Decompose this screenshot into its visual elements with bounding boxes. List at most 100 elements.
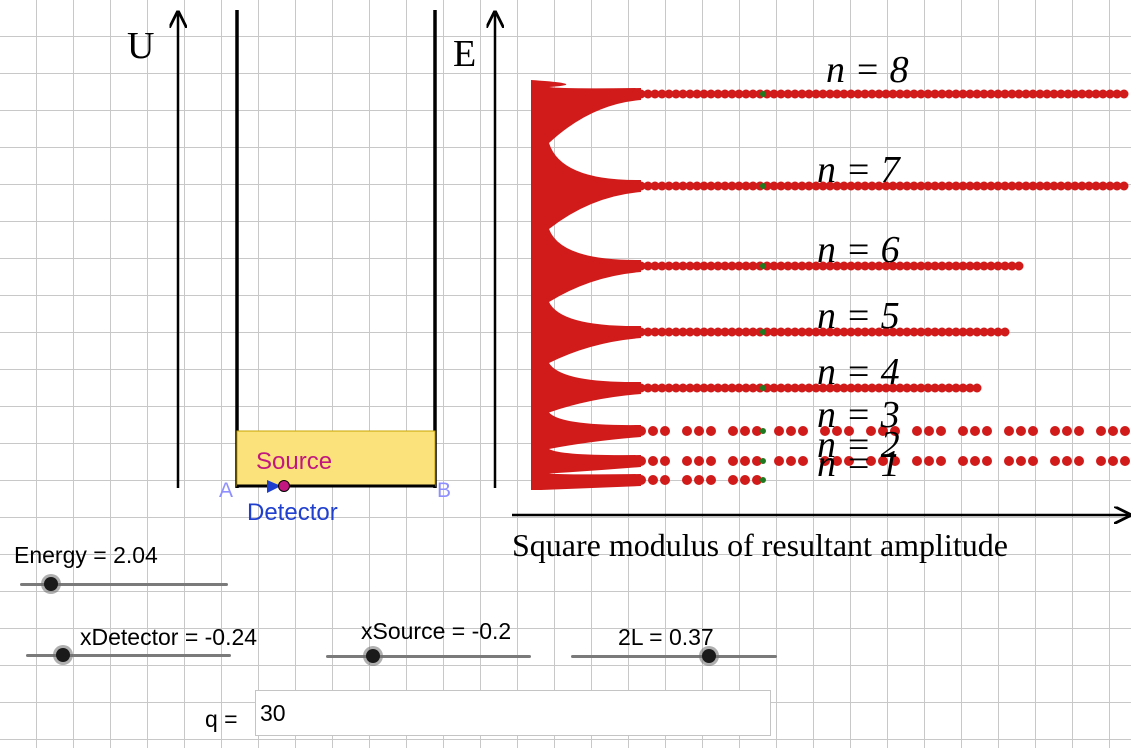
xdetector-slider-track[interactable] [26,654,231,657]
level-point [909,383,919,393]
level-point [944,327,954,337]
level-point [818,89,828,99]
level-point [839,261,849,271]
level-point [692,327,702,337]
level-point [930,261,940,271]
level-point [671,261,681,271]
level-point [895,383,905,393]
level-point [1096,426,1106,436]
point-b-label: B [437,479,451,502]
level-point [728,475,738,485]
level-point [944,181,954,191]
level-point [846,383,856,393]
level-point [993,89,1003,99]
level-point [860,327,870,337]
level-point [643,261,653,271]
xsource-slider-knob[interactable] [366,649,381,663]
level-point [1042,89,1052,99]
level-point [740,475,750,485]
two-l-slider-knob[interactable] [702,649,717,663]
level-point [678,89,688,99]
level-point [993,261,1003,271]
level-point [844,426,854,436]
level-point [1007,89,1017,99]
level-point [752,426,762,436]
level-point [986,181,996,191]
level-point [682,475,692,485]
level-point [916,89,926,99]
level-point [874,261,884,271]
level-point [636,456,646,466]
q-input[interactable] [255,690,771,736]
level-point [678,383,688,393]
level-point [866,456,876,466]
level-point [769,89,779,99]
level-point [902,261,912,271]
level-point [657,383,667,393]
level-point [692,89,702,99]
level-point [930,327,940,337]
level-point [1021,181,1031,191]
level-point [671,327,681,337]
level-point [727,327,737,337]
level-point [916,327,926,337]
level-point [923,327,933,337]
level-point [685,383,695,393]
level-point [936,456,946,466]
level-point [982,426,992,436]
energy-slider-knob[interactable] [44,577,59,591]
two-l-slider[interactable] [571,649,777,665]
level-point [937,327,947,337]
source-point[interactable] [278,480,290,492]
energy-slider[interactable] [20,577,228,593]
level-point [923,89,933,99]
level-point [1119,89,1129,99]
level-point [790,383,800,393]
level-point [727,261,737,271]
level-point [1084,89,1094,99]
level-point [797,181,807,191]
level-point [776,383,786,393]
level-point [741,383,751,393]
level-point [727,89,737,99]
level-point [790,261,800,271]
detector-point[interactable] [267,480,281,493]
level-point [720,261,730,271]
level-point [636,426,646,436]
level-point [804,383,814,393]
xsource-slider-track[interactable] [326,655,531,658]
level-point [671,89,681,99]
energy-slider-track[interactable] [20,583,228,586]
xsource-slider[interactable] [326,649,531,665]
level-point [895,89,905,99]
two-l-slider-track[interactable] [571,655,777,658]
level-point [924,456,934,466]
level-point [916,181,926,191]
level-point [930,89,940,99]
level-point [734,327,744,337]
amplitude-axis-label: Square modulus of resultant amplitude [512,527,1008,563]
level-point [972,383,982,393]
level-point [846,327,856,337]
level-point [1062,426,1072,436]
level-point [972,261,982,271]
level-point [923,261,933,271]
xdetector-slider-knob[interactable] [55,648,70,662]
level-point [839,181,849,191]
level-point [874,383,884,393]
xsource-slider-label: xSource = -0.2 [361,618,512,644]
level-point [706,181,716,191]
level-point [1063,181,1073,191]
level-point [783,383,793,393]
level-point [678,327,688,337]
level-point [888,89,898,99]
level-point [1000,89,1010,99]
level-point [846,261,856,271]
level-point [979,89,989,99]
level-point [979,181,989,191]
level-point [776,181,786,191]
xdetector-slider[interactable] [26,648,231,664]
level-point [657,181,667,191]
level-point [643,89,653,99]
level-point [846,181,856,191]
